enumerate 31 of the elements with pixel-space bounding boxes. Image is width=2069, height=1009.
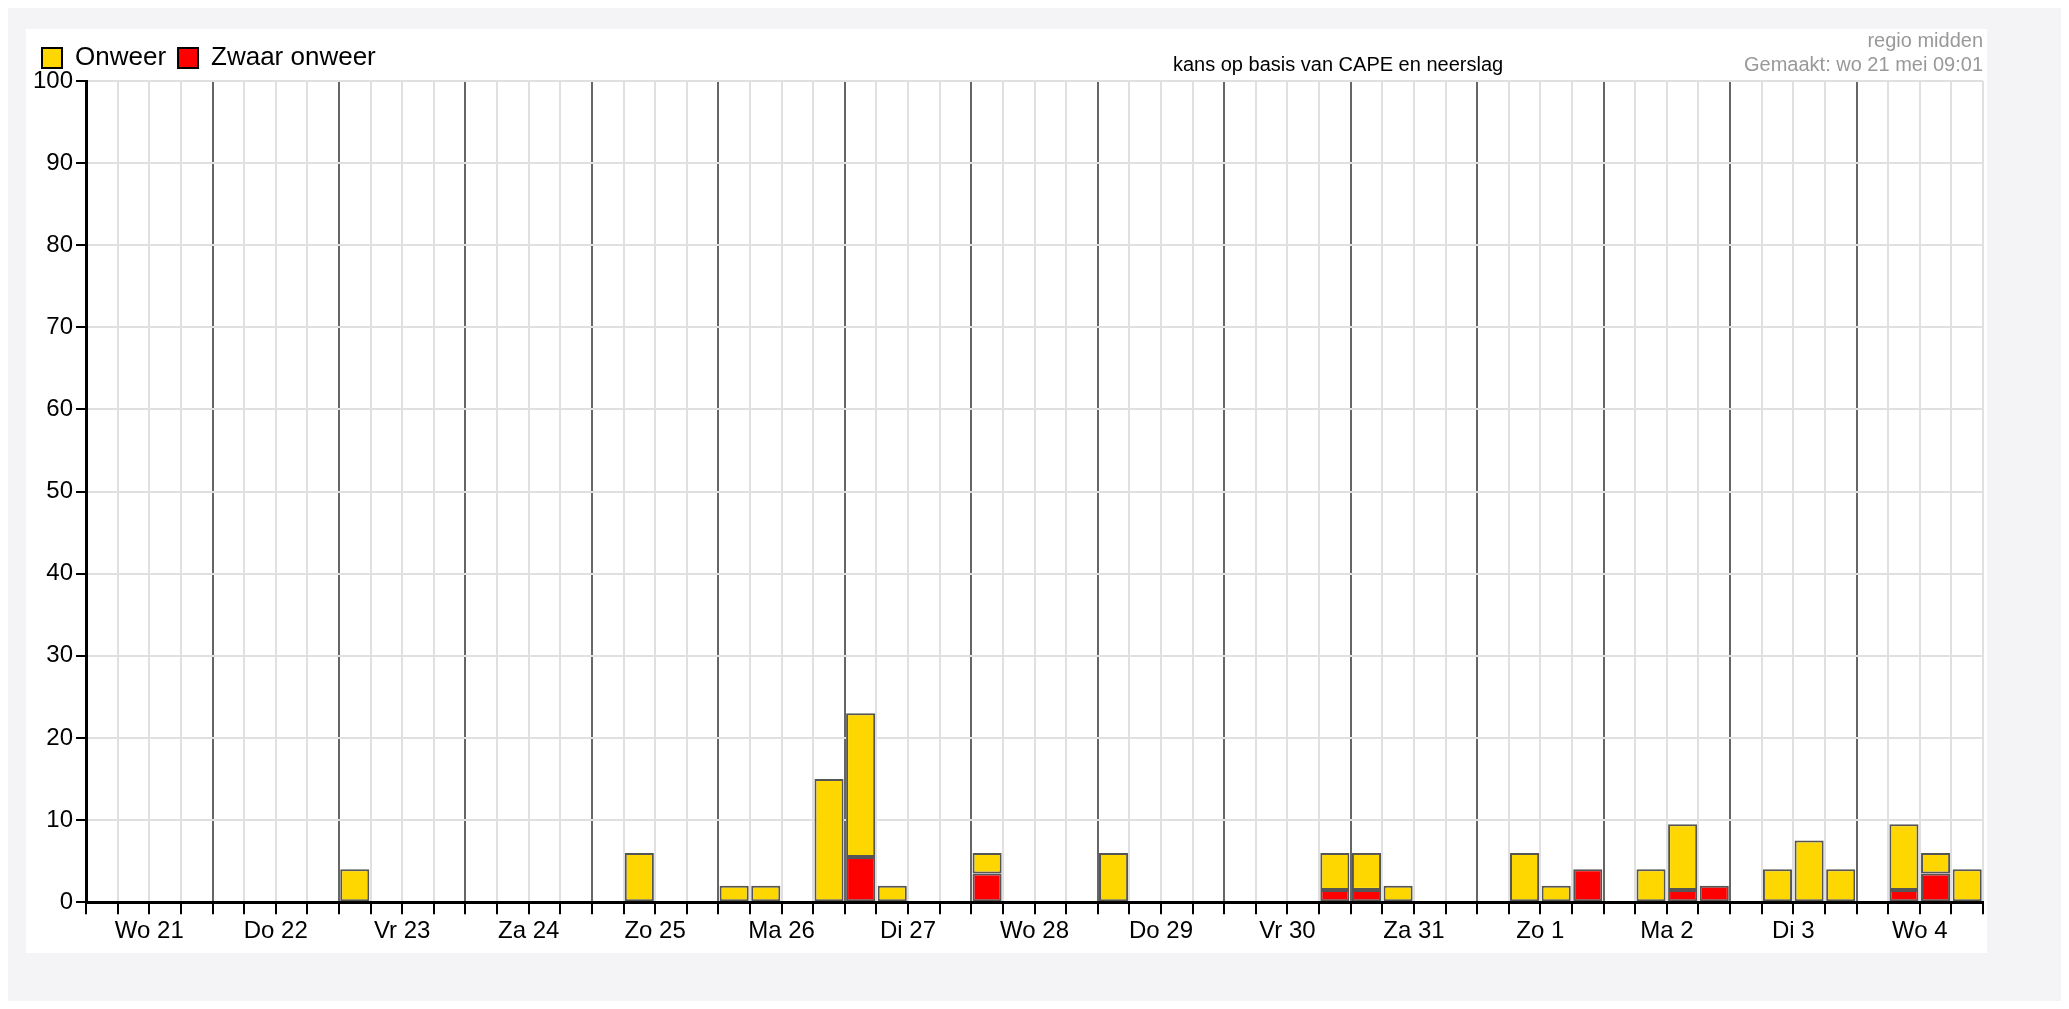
y-tick-label: 10: [46, 804, 74, 832]
x-tick-label: Wo 4: [1891, 916, 1948, 944]
x-tick-label: Zo 1: [1516, 916, 1565, 944]
y-tick-label: 50: [46, 476, 74, 504]
y-tick-label: 20: [46, 722, 74, 750]
x-tick-label: Zo 25: [624, 916, 686, 944]
x-tick-label: Wo 21: [114, 916, 184, 944]
x-tick-label: Za 31: [1383, 916, 1445, 944]
x-tick-label: Ma 26: [748, 916, 815, 944]
y-tick-label: 60: [46, 394, 74, 422]
x-tick-label: Di 3: [1771, 916, 1815, 944]
legend-label: Zwaar onweer: [211, 41, 377, 72]
y-tick-label: 30: [46, 640, 74, 668]
x-tick-label: Do 22: [243, 916, 308, 944]
x-tick-label: Ma 2: [1640, 916, 1694, 944]
legend-label: Onweer: [75, 41, 167, 72]
x-tick-label: Di 27: [880, 916, 937, 944]
text: regio midden: [1867, 28, 1983, 51]
x-tick-label: Do 29: [1128, 916, 1194, 944]
y-tick-label: 100: [33, 65, 74, 93]
y-tick-label: 0: [59, 886, 74, 914]
chart-title: kans op basis van CAPE en neerslag: [1172, 52, 1504, 75]
x-tick-label: Za 24: [497, 916, 560, 944]
y-tick-label: 80: [46, 229, 74, 257]
y-tick-label: 40: [46, 558, 74, 586]
y-tick-label: 70: [46, 311, 74, 339]
y-tick-label: 90: [46, 147, 74, 175]
x-tick-label: Vr 30: [1259, 916, 1316, 944]
x-tick-label: Vr 23: [373, 916, 431, 944]
text: Gemaakt: wo 21 mei 09:01: [1743, 52, 1983, 75]
x-tick-label: Wo 28: [1000, 916, 1069, 944]
